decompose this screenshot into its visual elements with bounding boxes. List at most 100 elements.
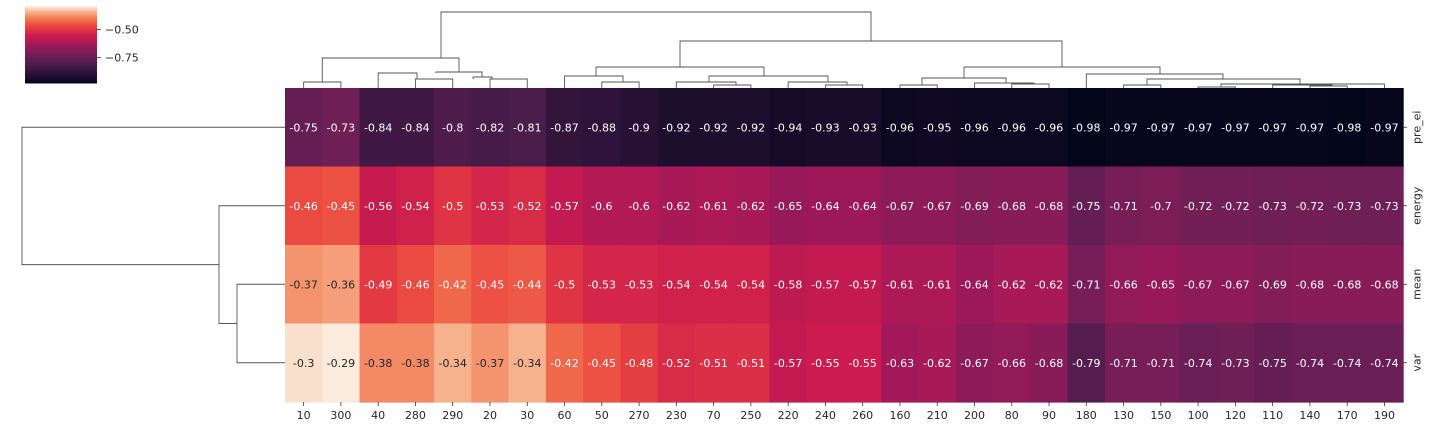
heatmap-cell — [434, 166, 472, 246]
heatmap-cell — [955, 245, 994, 325]
cell-value-label: -0.46 — [401, 278, 429, 291]
cell-value-label: -0.71 — [1072, 278, 1100, 291]
colorbar-segment — [25, 6, 97, 8]
colorbar-segment — [25, 9, 97, 12]
cell-value-label: -0.45 — [588, 357, 616, 370]
cell-value-label: -0.54 — [737, 278, 765, 291]
dendrogram-link — [1123, 84, 1162, 88]
cell-value-label: -0.73 — [1370, 200, 1398, 213]
colorbar-segment — [25, 80, 97, 83]
cell-value-label: -0.68 — [1035, 200, 1063, 213]
cell-value-label: -0.53 — [625, 278, 653, 291]
x-tick-label: 30 — [520, 409, 534, 422]
colorbar-segment — [25, 40, 97, 43]
cell-value-label: -0.64 — [811, 200, 839, 213]
heatmap-cell — [583, 323, 622, 403]
dendrogram-link — [1197, 86, 1236, 88]
heatmap-cell — [844, 88, 882, 168]
heatmap-cell — [769, 88, 808, 168]
dendrogram-link — [564, 75, 624, 88]
x-tick-label: 120 — [1225, 409, 1246, 422]
heatmap-cell — [806, 323, 845, 403]
colorbar-segment — [25, 53, 97, 56]
column-dendrogram — [303, 11, 1385, 88]
heatmap-cell — [583, 245, 622, 325]
cell-value-label: -0.3 — [293, 357, 314, 370]
colorbar-segment — [25, 18, 97, 21]
cell-value-label: -0.88 — [588, 121, 616, 134]
heatmap-cell — [396, 245, 435, 325]
cell-value-label: -0.42 — [550, 357, 578, 370]
dendrogram-link — [218, 205, 285, 324]
x-tick-label: 110 — [1262, 409, 1283, 422]
x-tick-label: 140 — [1299, 409, 1320, 422]
cell-value-label: -0.38 — [364, 357, 392, 370]
heatmap-cell — [881, 166, 920, 246]
heatmap-cell — [583, 166, 622, 246]
heatmap-cell — [1291, 166, 1330, 246]
heatmap-cell — [508, 88, 547, 168]
heatmap-cell — [769, 245, 808, 325]
heatmap-cell — [1216, 323, 1255, 403]
colorbar-segment — [25, 54, 97, 57]
colorbar-segment — [25, 32, 97, 35]
cell-value-label: -0.74 — [1296, 357, 1324, 370]
cell-value-label: -0.97 — [1370, 121, 1398, 134]
cell-value-label: -0.68 — [1370, 278, 1398, 291]
dendrogram-link — [21, 126, 285, 266]
heatmap-cell — [285, 323, 323, 403]
heatmap-cell — [1216, 166, 1255, 246]
dendrogram-link — [377, 72, 418, 88]
heatmap-cell — [732, 245, 771, 325]
cell-value-label: -0.97 — [1109, 121, 1137, 134]
heatmap-cell — [359, 166, 398, 246]
heatmap-cell — [396, 166, 435, 246]
cell-value-label: -0.57 — [811, 278, 839, 291]
colorbar-segment — [25, 62, 97, 65]
heatmap-cell — [806, 88, 845, 168]
heatmap-cell — [1328, 88, 1367, 168]
cell-value-label: -0.36 — [327, 278, 355, 291]
colorbar-segment — [25, 67, 97, 70]
cell-value-label: -0.62 — [923, 357, 951, 370]
heatmap-cell — [1104, 88, 1143, 168]
cell-value-label: -0.81 — [513, 121, 541, 134]
heatmap-cell — [359, 323, 398, 403]
cell-value-label: -0.73 — [1221, 357, 1249, 370]
dendrogram-link — [414, 78, 454, 88]
heatmap-cell — [434, 88, 472, 168]
cell-value-label: -0.72 — [1184, 200, 1212, 213]
y-tick-label: var — [1411, 353, 1424, 371]
cell-value-label: -0.67 — [960, 357, 988, 370]
heatmap-cell — [471, 166, 510, 246]
colorbar: −0.50 −0.75 — [25, 6, 139, 84]
cell-value-label: -0.97 — [1296, 121, 1324, 134]
x-tick-label: 20 — [483, 409, 497, 422]
colorbar-segment — [25, 11, 97, 13]
heatmap-cell — [1254, 166, 1292, 246]
x-tick-label: 10 — [297, 409, 311, 422]
heatmap-cell — [769, 323, 808, 403]
cell-value-label: -0.75 — [1258, 357, 1286, 370]
cell-value-label: -0.95 — [923, 121, 951, 134]
cell-value-label: -0.29 — [327, 357, 355, 370]
colorbar-segment — [25, 72, 97, 75]
x-tick-label: 260 — [852, 409, 873, 422]
colorbar-segment — [25, 77, 97, 80]
cell-value-label: -0.65 — [774, 200, 802, 213]
colorbar-segment — [25, 50, 97, 53]
cell-value-label: -0.52 — [513, 200, 541, 213]
heatmap-grid: -0.75 -0.73 -0.84 -0.84 -0.8 -0.82 -0.81 -0.87-… — [285, 88, 1404, 403]
colorbar-segment — [25, 29, 97, 31]
colorbar-segment — [25, 38, 97, 40]
heatmap-cell — [1179, 88, 1218, 168]
heatmap-cell — [1104, 166, 1143, 246]
heatmap-cell — [285, 88, 323, 168]
heatmap-cell — [1254, 245, 1292, 325]
cell-value-label: -0.75 — [289, 121, 317, 134]
heatmap-cell — [732, 166, 771, 246]
cell-value-label: -0.66 — [998, 357, 1026, 370]
colorbar-segment — [25, 25, 97, 28]
cell-value-label: -0.96 — [886, 121, 914, 134]
cell-value-label: -0.6 — [591, 200, 612, 213]
